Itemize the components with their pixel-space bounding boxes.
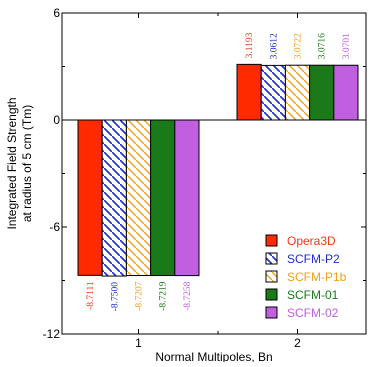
x-tick-label: 1: [135, 336, 142, 350]
bar-scfm-01-cat1: [150, 119, 176, 277]
data-label: -8.7219: [159, 281, 169, 311]
y-tick-label: -12: [43, 327, 61, 341]
bar-scfm-p2-cat2: [260, 64, 286, 121]
data-label: 3.0701: [342, 33, 352, 59]
data-label: -8.7258: [183, 281, 193, 311]
legend-swatch-opera3d: [265, 234, 278, 247]
y-tick-label: -6: [49, 220, 60, 234]
legend-label-scfm-02: SCFM-02: [287, 306, 339, 320]
bar-opera3d-cat2: [236, 63, 262, 121]
bar-opera3d-cat1: [77, 119, 103, 276]
bar-scfm-p1b-cat2: [284, 64, 311, 121]
legend-label-opera3d: Opera3D: [287, 234, 336, 248]
legend-swatch-scfm-02: [265, 306, 278, 319]
x-axis-label: Normal Multipoles, Bn: [155, 350, 272, 362]
data-label: 3.0716: [318, 33, 328, 59]
legend-label-scfm-p1b: SCFM-P1b: [287, 270, 347, 284]
legend-swatch-scfm-p2: [265, 252, 278, 265]
y-axis-label-line2: at radius of 5 cm (Tm): [20, 105, 34, 222]
legend-swatch-scfm-01: [265, 288, 278, 301]
bar-scfm-02-cat2: [333, 64, 359, 121]
bar-scfm-p2-cat1: [101, 119, 127, 277]
data-label: 3.0722: [294, 33, 304, 59]
legend-label-scfm-01: SCFM-01: [287, 288, 339, 302]
legend-label-scfm-p2: SCFM-P2: [287, 252, 340, 266]
bar-scfm-p1b-cat1: [125, 119, 152, 277]
data-label: 3.1193: [245, 32, 255, 58]
bar-scfm-02-cat1: [174, 119, 200, 277]
bar-scfm-01-cat2: [309, 64, 335, 121]
y-tick-label: 6: [53, 6, 60, 20]
data-label: -8.7207: [135, 281, 145, 311]
y-axis-label: Integrated Field Strength: [5, 97, 19, 229]
data-label: -8.7500: [110, 282, 120, 312]
data-label: 3.0612: [269, 33, 279, 59]
x-tick-label: 2: [294, 336, 301, 350]
y-tick-label: 0: [53, 113, 60, 127]
data-label: -8.7111: [86, 281, 96, 310]
legend-swatch-scfm-p1b: [265, 270, 278, 283]
